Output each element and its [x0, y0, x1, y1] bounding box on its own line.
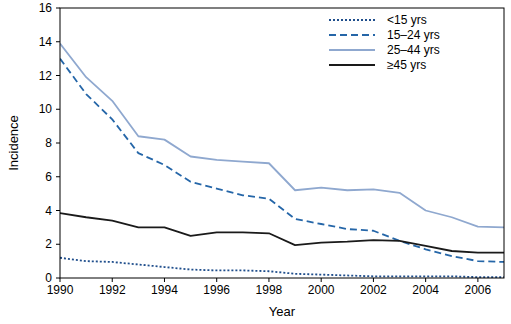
y-tick [56, 8, 60, 9]
y-tick-label: 14 [39, 35, 53, 49]
y-tick-label: 10 [39, 102, 53, 116]
y-tick-label: 6 [45, 170, 52, 184]
y-tick [56, 176, 60, 177]
y-tick-label: 8 [45, 136, 52, 150]
x-tick [477, 278, 478, 282]
x-tick [112, 278, 113, 282]
y-tick [56, 210, 60, 211]
y-tick-label: 2 [45, 237, 52, 251]
plot-frame [60, 8, 504, 278]
x-tick-label: 2006 [465, 283, 492, 297]
x-tick-label: 1996 [203, 283, 230, 297]
x-tick [216, 278, 217, 282]
series-line [60, 258, 504, 277]
series-line [60, 213, 504, 253]
legend-label: ≥45 yrs [387, 58, 426, 72]
x-tick-label: 2000 [308, 283, 335, 297]
legend-label: 15–24 yrs [387, 28, 440, 42]
plot-area [60, 43, 504, 277]
x-tick-label: 2004 [412, 283, 439, 297]
y-tick-label: 12 [39, 69, 53, 83]
y-tick-label: 4 [45, 204, 52, 218]
y-axis-label: Incidence [6, 115, 21, 171]
x-tick-label: 2002 [360, 283, 387, 297]
series-line [60, 43, 504, 227]
legend-label: 25–44 yrs [387, 43, 440, 57]
y-tick [56, 278, 60, 279]
x-tick [164, 278, 165, 282]
x-tick [321, 278, 322, 282]
x-tick-label: 1992 [99, 283, 126, 297]
x-tick [373, 278, 374, 282]
legend-swatch [329, 19, 375, 21]
x-tick-label: 1994 [151, 283, 178, 297]
legend-label: <15 yrs [387, 13, 427, 27]
series-line [60, 59, 504, 262]
y-tick [56, 41, 60, 42]
x-tick [60, 278, 61, 282]
x-tick-label: 1998 [256, 283, 283, 297]
y-tick [56, 244, 60, 245]
y-tick [56, 75, 60, 76]
y-tick [56, 109, 60, 110]
legend-swatch [329, 49, 375, 51]
y-tick [56, 143, 60, 144]
x-tick [425, 278, 426, 282]
x-tick-label: 1990 [47, 283, 74, 297]
legend-swatch [329, 34, 375, 36]
chart: 0246810121416199019921994199619982000200… [0, 0, 511, 324]
x-axis-label: Year [269, 304, 296, 319]
legend-swatch [329, 64, 375, 66]
x-tick [268, 278, 269, 282]
y-tick-label: 16 [39, 1, 53, 15]
